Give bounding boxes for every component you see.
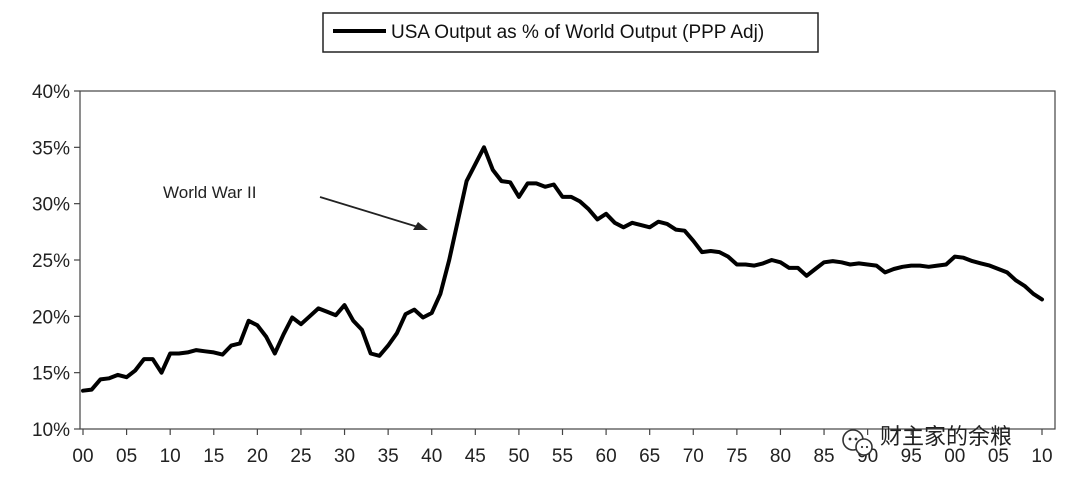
x-tick-label: 30 [334, 446, 355, 467]
y-tick-label: 30% [32, 195, 70, 216]
plot-frame [79, 90, 1056, 430]
x-tick-label: 45 [465, 446, 486, 467]
x-tick-label: 10 [160, 446, 181, 467]
x-tick-label: 75 [726, 446, 747, 467]
y-tick-label: 35% [32, 138, 70, 159]
y-tick-label: 25% [32, 251, 70, 272]
x-tick-label: 20 [247, 446, 268, 467]
x-tick-label: 05 [988, 446, 1009, 467]
x-tick-label: 25 [290, 446, 311, 467]
watermark: 财主家的余粮 [842, 425, 1012, 456]
y-axis: 10% 15% 20% 25% 30% 35% 40% [32, 82, 80, 441]
x-tick-label: 65 [639, 446, 660, 467]
annotation-world-war-ii: World War II [163, 183, 428, 230]
x-tick-label: 60 [596, 446, 617, 467]
x-tick-label: 80 [770, 446, 791, 467]
x-tick-label: 00 [72, 446, 93, 467]
annotation-text: World War II [163, 183, 257, 202]
y-tick-label: 20% [32, 307, 70, 328]
y-tick-label: 40% [32, 82, 70, 103]
x-tick-label: 50 [508, 446, 529, 467]
x-tick-label: 95 [901, 446, 922, 467]
x-tick-label: 85 [813, 446, 834, 467]
y-tick-label: 10% [32, 420, 70, 441]
x-tick-label: 10 [1031, 446, 1052, 467]
y-tick-label: 15% [32, 364, 70, 385]
annotation-arrow-head [413, 222, 428, 230]
wechat-icon [842, 429, 873, 456]
x-tick-label: 40 [421, 446, 442, 467]
legend: USA Output as % of World Output (PPP Adj… [322, 12, 819, 53]
x-tick-label: 00 [944, 446, 965, 467]
series-line-usa-output [81, 145, 1044, 393]
x-tick-label: 35 [378, 446, 399, 467]
x-tick-label: 15 [203, 446, 224, 467]
x-tick-label: 55 [552, 446, 573, 467]
x-axis: 00 05 10 15 20 25 30 35 40 45 50 55 60 65 70 75 80 85 90 95… [72, 429, 1053, 467]
x-tick-label: 70 [683, 446, 704, 467]
watermark-text: 财主家的余粮 [880, 425, 1012, 450]
legend-label: USA Output as % of World Output (PPP Adj… [391, 22, 764, 43]
annotation-arrow-shaft [319, 196, 419, 228]
x-tick-label: 05 [116, 446, 137, 467]
legend-box [322, 12, 819, 53]
